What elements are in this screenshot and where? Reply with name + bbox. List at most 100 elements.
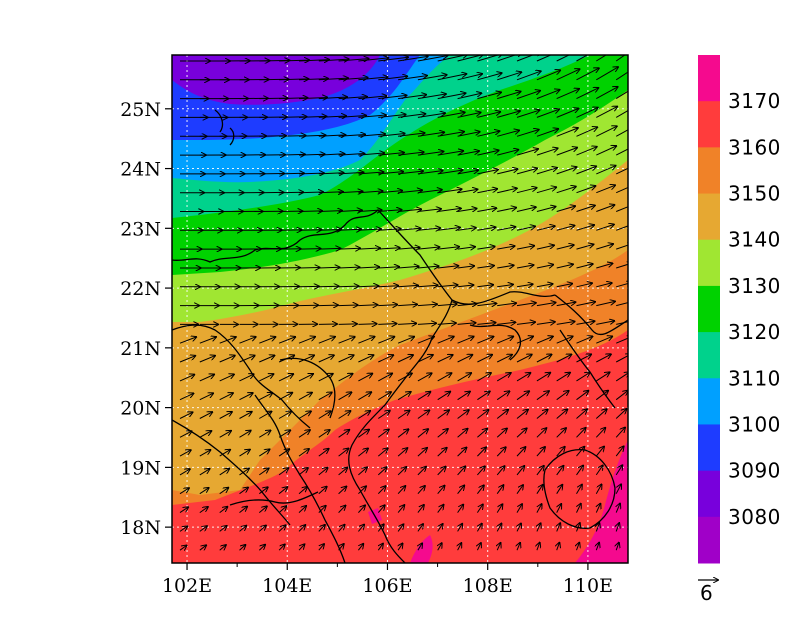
wind-arrow: [417, 486, 425, 495]
colorbar-label: 3100: [728, 412, 781, 436]
y-tick-label: 19N: [120, 457, 161, 479]
wind-arrow: [298, 116, 326, 117]
wind-arrow: [437, 373, 452, 382]
wind-arrow: [477, 112, 500, 118]
colorbar-swatch: [698, 516, 720, 564]
wind-arrow: [358, 486, 366, 495]
wind-arrow: [516, 428, 527, 438]
wind-arrow: [477, 485, 483, 495]
wind-arrow: [417, 323, 436, 324]
wind-arrow: [358, 210, 381, 212]
wind-arrow: [616, 283, 628, 288]
wind-arrow: [437, 247, 459, 249]
wind-arrow: [219, 356, 235, 363]
wind-arrow: [517, 524, 521, 532]
wind-arrow: [378, 305, 397, 306]
wind-arrow: [615, 186, 628, 194]
wind-arrow: [477, 410, 488, 419]
wind-arrow: [298, 230, 321, 231]
wind-arrow: [417, 373, 432, 382]
wind-arrow: [338, 324, 357, 325]
wind-arrow: [596, 504, 600, 513]
wind-arrow: [616, 206, 628, 212]
wind-arrow: [398, 285, 418, 286]
wind-arrow: [278, 374, 293, 382]
wind-arrow: [417, 56, 448, 62]
wind-arrow: [239, 469, 249, 476]
wind-arrow: [377, 524, 383, 532]
wind-arrow: [358, 248, 380, 249]
wind-arrow: [298, 411, 311, 419]
map-frame: [171, 54, 629, 564]
colorbar-swatch: [698, 470, 720, 518]
wind-arrow: [398, 76, 427, 81]
wind-arrow: [615, 484, 621, 494]
wind-arrow: [576, 225, 595, 231]
wind-arrow: [219, 431, 231, 438]
wind-arrow: [377, 448, 387, 457]
wind-arrow: [477, 266, 494, 268]
wind-arrow: [457, 392, 470, 401]
wind-arrow: [279, 60, 309, 61]
wind-arrow: [278, 337, 295, 344]
wind-arrow: [457, 355, 473, 363]
wind-arrow: [199, 375, 214, 382]
wind-arrow: [378, 355, 393, 363]
wind-arrow: [219, 526, 227, 532]
wind-arrow: [497, 285, 513, 287]
wind-arrow: [536, 373, 550, 382]
wind-arrow: [318, 430, 330, 438]
wind-arrow: [318, 449, 329, 457]
wind-arrow: [239, 488, 249, 495]
wind-arrow: [417, 392, 431, 401]
wind-arrow: [397, 392, 411, 401]
wind-arrow: [616, 321, 628, 325]
wind-arrow: [278, 468, 288, 476]
y-tick-label: 22N: [120, 278, 161, 300]
wind-arrow: [496, 410, 508, 419]
wind-arrow: [457, 93, 482, 100]
wind-arrow: [278, 430, 290, 438]
wind-arrow: [318, 355, 334, 363]
wind-arrow: [417, 75, 447, 81]
wind-arrow: [298, 525, 305, 532]
wind-arrow: [417, 113, 445, 118]
wind-arrow: [496, 466, 504, 476]
wind-arrow: [477, 373, 491, 382]
wind-arrow: [219, 374, 234, 382]
wind-arrow: [338, 449, 349, 457]
wind-arrow: [576, 147, 597, 156]
wind-arrow: [556, 206, 575, 212]
wind-arrow: [318, 173, 344, 174]
wind-arrow: [278, 525, 286, 532]
colorbar-label: 3150: [728, 182, 781, 206]
wind-arrow: [298, 544, 304, 551]
wind-arrow: [616, 543, 619, 551]
wind-arrow: [298, 430, 310, 438]
wind-arrow: [477, 429, 487, 438]
wind-arrow: [497, 188, 517, 194]
wind-arrow: [259, 393, 272, 401]
wind-arrow: [358, 430, 369, 438]
wind-arrow: [576, 88, 599, 100]
wind-arrow: [219, 507, 228, 513]
wind-arrow: [298, 393, 312, 401]
wind-arrow: [338, 248, 361, 249]
wind-arrow: [179, 412, 193, 419]
wind-arrow: [219, 450, 230, 457]
wind-arrow: [497, 303, 516, 306]
wind-arrow: [536, 284, 553, 287]
wind-arrow: [417, 209, 441, 212]
wind-arrow: [556, 187, 576, 194]
wind-arrow: [616, 244, 628, 250]
wind-arrow: [477, 131, 499, 137]
wind-arrow: [318, 374, 333, 382]
wind-arrow: [358, 58, 388, 62]
wind-arrow: [199, 356, 215, 363]
wind-arrow: [536, 245, 554, 250]
wind-arrow: [179, 488, 189, 495]
wind-arrow: [318, 305, 338, 306]
wind-arrow: [318, 286, 339, 287]
wind-arrow: [516, 188, 537, 194]
wind-arrow: [496, 373, 511, 382]
